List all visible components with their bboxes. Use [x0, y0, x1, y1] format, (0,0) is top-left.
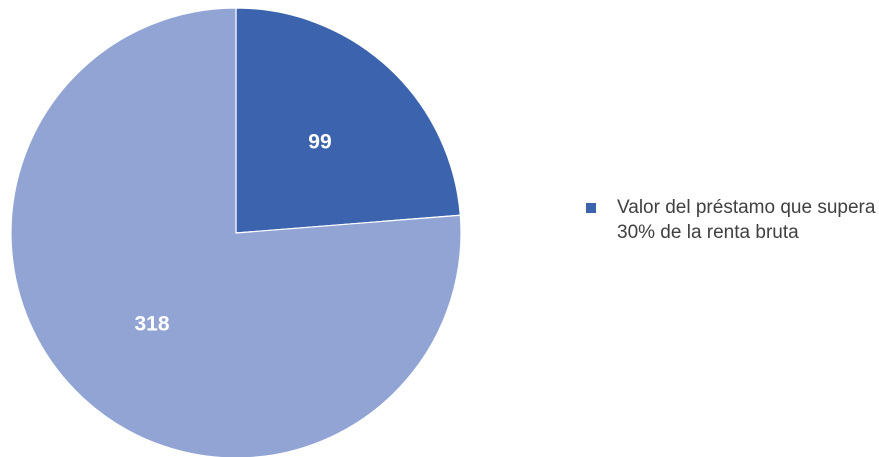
- legend-swatch: [586, 203, 596, 213]
- pie-value-labels: 99 318: [135, 131, 332, 336]
- chart-legend: Valor del préstamo que supera 30% de la …: [586, 195, 876, 245]
- pie-slice-1: [10, 7, 462, 457]
- pie-value-label-0: 99: [308, 131, 331, 154]
- pie-value-label-1: 318: [135, 312, 170, 335]
- pie-slices: [10, 7, 462, 457]
- legend-entry-label: Valor del préstamo que supera 30% de la …: [617, 197, 876, 243]
- pie-slice-0: [235, 7, 461, 234]
